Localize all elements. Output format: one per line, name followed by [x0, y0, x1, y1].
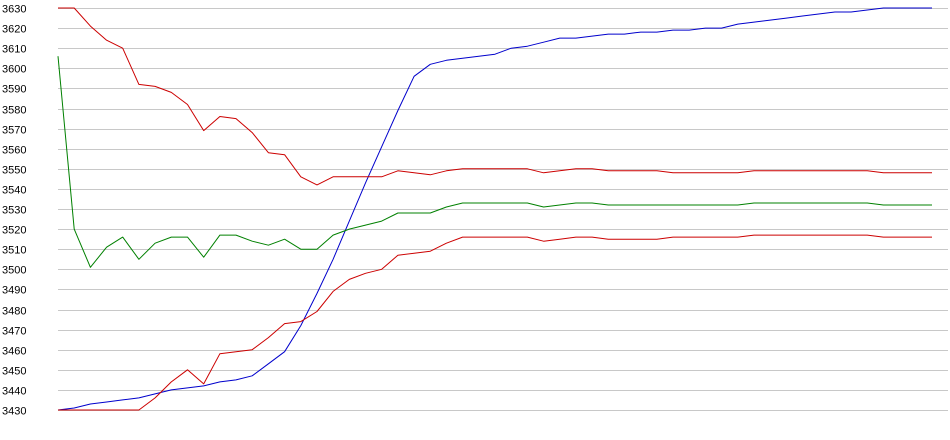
y-axis: 3430 3440 3450 3460 3470 3480 3490 3500 3510 3520… [2, 4, 26, 418]
y-tick-label: 3600 [2, 64, 26, 76]
y-tick-label: 3620 [2, 24, 26, 36]
y-tick-label: 3480 [2, 306, 26, 318]
y-tick-label: 3630 [2, 4, 26, 16]
y-tick-label: 3470 [2, 326, 26, 338]
grid-layer [58, 8, 948, 411]
y-tick-label: 3530 [2, 205, 26, 217]
series-line-4 [58, 234, 932, 411]
series-layer [57, 7, 932, 411]
y-tick-label: 3460 [2, 346, 26, 358]
y-tick-label: 3520 [2, 225, 26, 237]
y-tick-label: 3500 [2, 265, 26, 277]
y-tick-label: 3540 [2, 185, 26, 197]
y-tick-label: 3440 [2, 386, 26, 398]
y-tick-label: 3550 [2, 165, 26, 177]
series-line-3 [57, 56, 932, 268]
series-line-2 [58, 7, 932, 186]
y-tick-label: 3560 [2, 145, 26, 157]
y-tick-label: 3570 [2, 125, 26, 137]
y-tick-label: 3430 [2, 406, 26, 418]
y-tick-label: 3610 [2, 44, 26, 56]
y-tick-label: 3490 [2, 285, 26, 297]
y-tick-label: 3590 [2, 84, 26, 96]
y-tick-label: 3510 [2, 245, 26, 257]
y-tick-label: 3580 [2, 105, 26, 117]
y-tick-label: 3450 [2, 366, 26, 378]
series-line-1 [57, 7, 932, 411]
